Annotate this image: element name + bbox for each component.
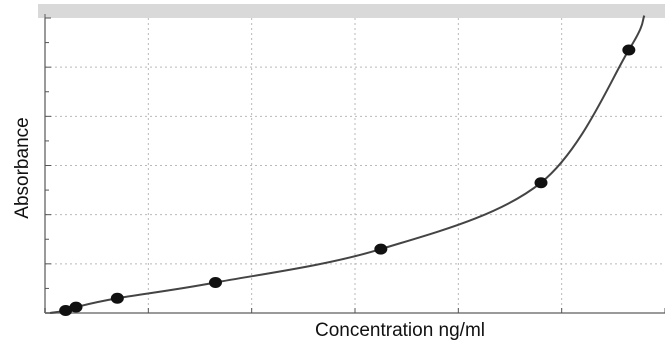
axis-ticks [44, 17, 665, 314]
data-point [59, 305, 73, 317]
top-band [38, 4, 665, 18]
data-point [209, 277, 222, 289]
data-point [110, 292, 124, 304]
y-axis-label: Absorbance [12, 117, 33, 218]
grid-lines [45, 18, 665, 313]
x-axis-label: Concentration ng/ml [315, 320, 485, 341]
data-point [622, 44, 636, 56]
data-point [534, 177, 548, 189]
fit-curve [50, 15, 646, 314]
data-points [59, 44, 636, 317]
data-point [69, 301, 83, 313]
data-point [374, 243, 388, 255]
